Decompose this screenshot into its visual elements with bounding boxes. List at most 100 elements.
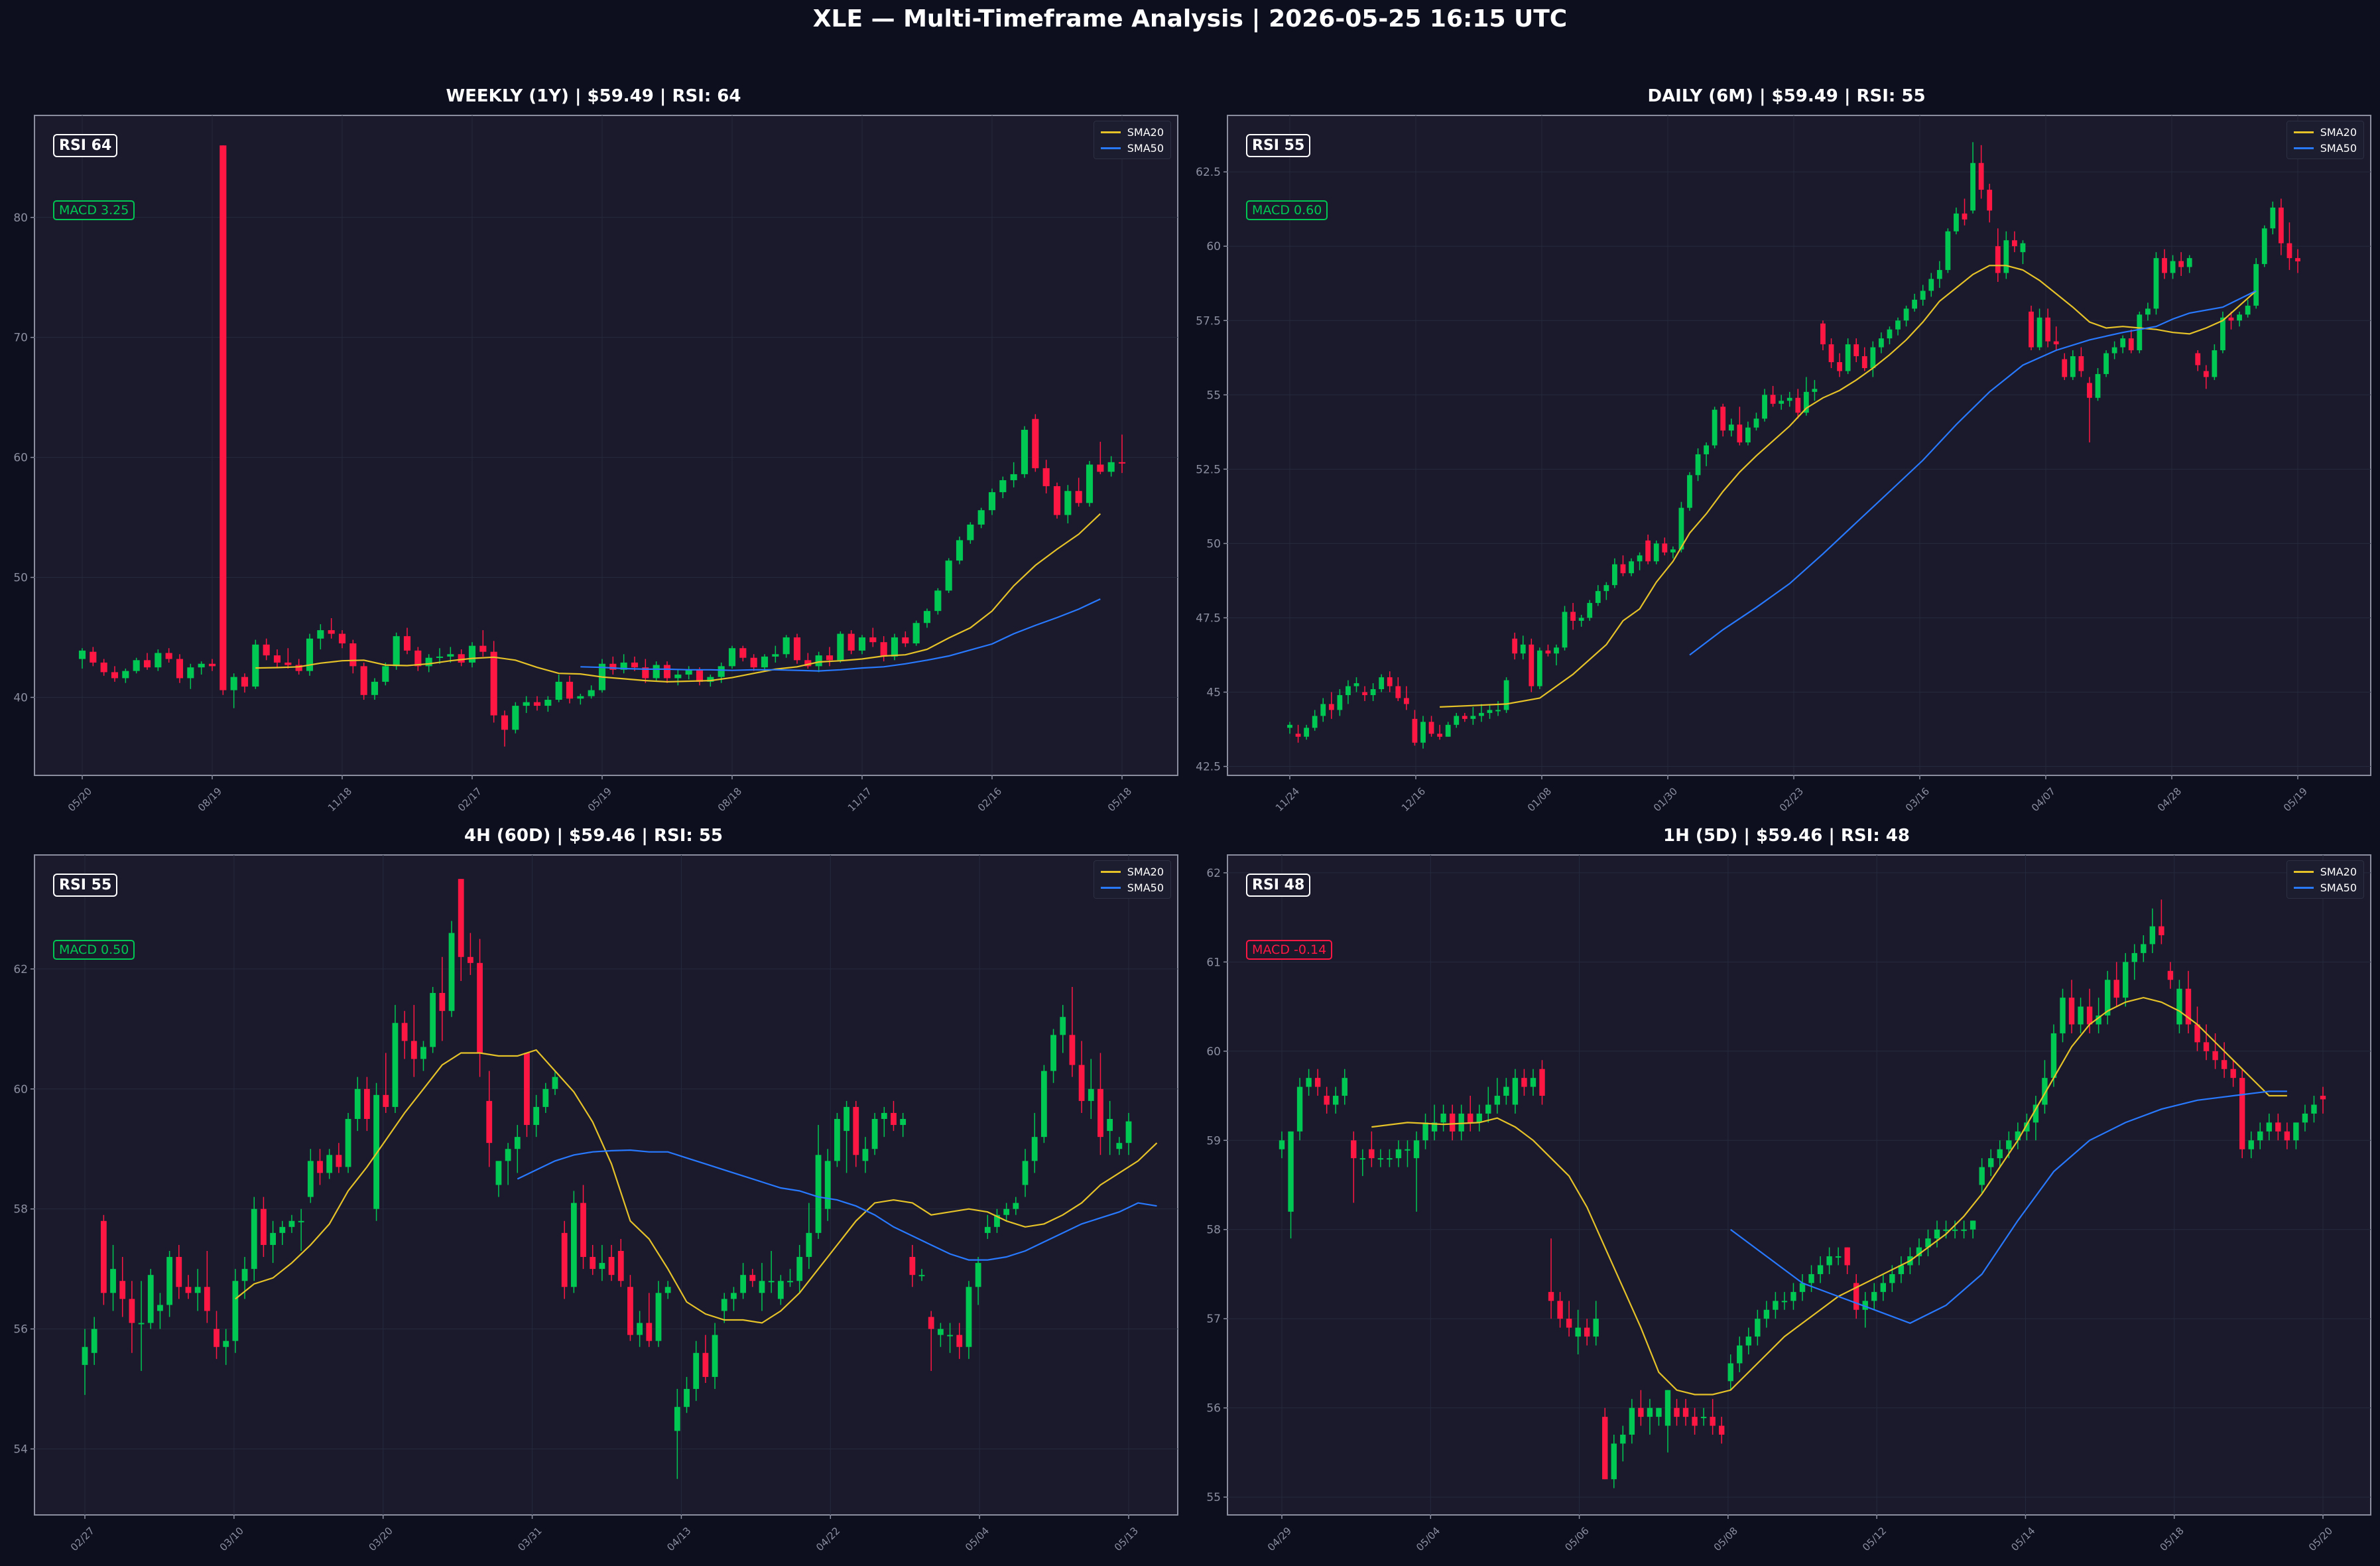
candle-body: [165, 653, 172, 659]
weekly-chart: 40 50 60 70 80 05/20 08/19 11/18 02/17 05/19 08/18…: [13, 115, 1178, 814]
candle-body: [447, 654, 454, 657]
candle-body: [552, 1077, 558, 1089]
candle-body: [1898, 1265, 1905, 1274]
candle: [82, 1329, 88, 1396]
candle-body: [1069, 1035, 1076, 1065]
y-tick-label: 50: [13, 572, 28, 585]
candle-body: [1720, 407, 1726, 431]
candle-body: [2011, 240, 2017, 247]
legend-swatch: [1100, 147, 1121, 149]
candle-body: [1745, 427, 1751, 443]
candle: [2128, 329, 2134, 354]
candle-body: [787, 1281, 793, 1283]
candle-body: [505, 1149, 511, 1161]
candle-body: [2006, 1140, 2012, 1149]
candle: [2261, 225, 2267, 267]
candle: [2253, 258, 2259, 309]
chart-legend: SMA20 SMA50: [2286, 860, 2364, 899]
candle: [354, 1077, 361, 1132]
candle: [555, 675, 562, 702]
candle: [2284, 1122, 2290, 1149]
candle-body: [1620, 564, 1626, 574]
x-tick-label: 11/24: [1273, 785, 1302, 814]
candle: [198, 661, 205, 675]
candle-body: [232, 1281, 239, 1341]
candle-body: [2149, 926, 2156, 945]
candle-body: [2036, 317, 2042, 348]
candle: [646, 1293, 653, 1347]
candle-body: [223, 1340, 229, 1347]
candle-body: [477, 962, 483, 1053]
candle-body: [994, 1214, 1000, 1227]
candle-body: [1670, 549, 1676, 553]
candle: [768, 1251, 775, 1293]
candle: [1342, 1069, 1347, 1105]
candle: [1695, 448, 1701, 482]
candle-body: [1431, 1122, 1438, 1132]
x-tick-label: 12/16: [1399, 785, 1428, 814]
candle-body: [2261, 228, 2267, 265]
candle-body: [410, 1041, 417, 1059]
candle-body: [2221, 1060, 2227, 1069]
sma50-line: [580, 598, 1101, 672]
candle: [2170, 255, 2176, 279]
candle-body: [1584, 1327, 1590, 1337]
candle-body: [279, 1226, 286, 1233]
candle: [1916, 1238, 1922, 1266]
candle: [298, 1208, 304, 1251]
candle: [702, 1335, 709, 1383]
candle-body: [739, 648, 747, 658]
candle: [1820, 320, 1826, 351]
candle: [1620, 555, 1626, 576]
candle-body: [1539, 1069, 1545, 1096]
candle-body: [772, 654, 779, 657]
candle-body: [1612, 564, 1617, 586]
candle-body: [138, 1323, 145, 1325]
candle: [2270, 201, 2276, 235]
candle-body: [761, 656, 769, 668]
candle-body: [1548, 1291, 1554, 1301]
candle-body: [999, 480, 1007, 493]
candle: [1912, 293, 1918, 312]
candle-body: [2145, 308, 2151, 315]
y-tick-label: 55: [1206, 1491, 1221, 1504]
candle-body: [1611, 1443, 1617, 1480]
candle-body: [176, 1257, 182, 1287]
candle: [544, 696, 552, 712]
candle-body: [2045, 317, 2051, 342]
candle-body: [1637, 555, 1643, 562]
candle: [1870, 341, 1876, 377]
candle: [880, 636, 887, 662]
candle: [1107, 1100, 1113, 1155]
candle-body: [1053, 486, 1061, 515]
candle: [777, 1275, 784, 1305]
candle: [1952, 1220, 1958, 1239]
candle-body: [122, 671, 129, 679]
candle-body: [306, 638, 314, 671]
candle-body: [273, 655, 281, 663]
candle-body: [707, 677, 714, 682]
candle-body: [1420, 722, 1426, 743]
candle: [1428, 716, 1434, 737]
y-tick-label: 60: [13, 1083, 28, 1096]
candle: [793, 633, 801, 664]
candle: [2293, 1122, 2299, 1149]
candle: [1395, 677, 1401, 701]
candle: [1520, 635, 1526, 660]
candle-body: [590, 1257, 596, 1270]
candle-body: [100, 1220, 107, 1293]
candle: [1653, 540, 1659, 564]
macd-badge: MACD 0.50: [53, 940, 135, 960]
candle-body: [891, 1112, 897, 1126]
candle: [204, 1251, 210, 1323]
candle: [1997, 1140, 2003, 1167]
legend-swatch: [1100, 870, 1121, 873]
candle-body: [439, 993, 446, 1011]
candle: [2096, 998, 2101, 1033]
candle-body: [749, 1275, 756, 1281]
candle: [403, 627, 411, 655]
candle: [1445, 722, 1451, 737]
candle-body: [580, 1203, 586, 1258]
candle: [223, 1329, 229, 1365]
candle-body: [869, 637, 877, 643]
